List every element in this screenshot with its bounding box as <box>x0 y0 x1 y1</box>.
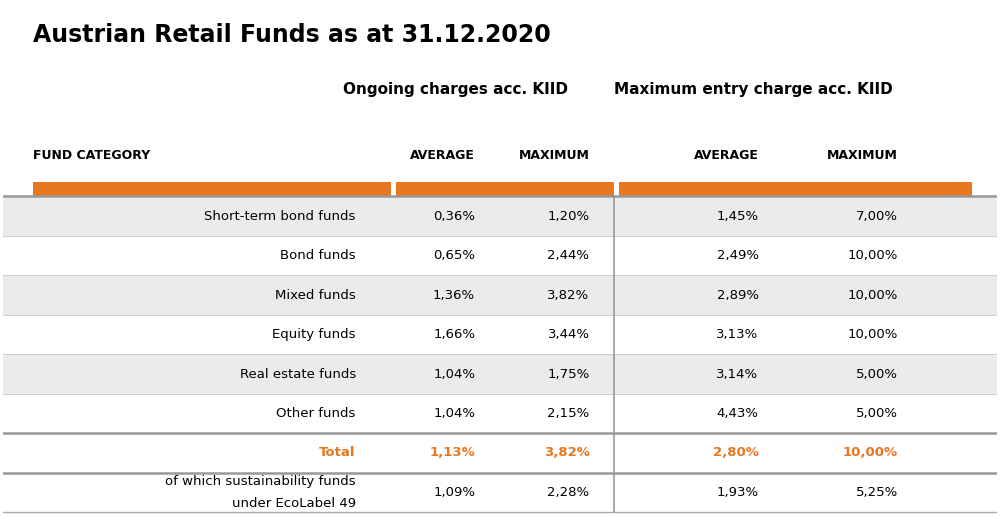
Text: MAXIMUM: MAXIMUM <box>519 149 590 162</box>
Text: 1,66%: 1,66% <box>433 328 475 341</box>
Text: Total: Total <box>319 447 356 459</box>
Bar <box>3 394 997 433</box>
Text: 5,25%: 5,25% <box>856 486 898 499</box>
Text: 1,75%: 1,75% <box>547 368 590 381</box>
Text: Equity funds: Equity funds <box>272 328 356 341</box>
Text: 2,49%: 2,49% <box>717 249 759 262</box>
Text: 10,00%: 10,00% <box>847 289 898 301</box>
Bar <box>33 182 391 196</box>
Text: 1,04%: 1,04% <box>433 407 475 420</box>
Text: 1,20%: 1,20% <box>547 210 590 223</box>
Text: 4,43%: 4,43% <box>717 407 759 420</box>
Text: Real estate funds: Real estate funds <box>240 368 356 381</box>
Text: of which sustainability funds: of which sustainability funds <box>165 474 356 487</box>
Text: 5,00%: 5,00% <box>856 407 898 420</box>
Text: 5,00%: 5,00% <box>856 368 898 381</box>
Text: Other funds: Other funds <box>276 407 356 420</box>
Bar <box>3 354 997 394</box>
Bar <box>3 196 997 236</box>
Text: FUND CATEGORY: FUND CATEGORY <box>33 149 150 162</box>
Text: 0,65%: 0,65% <box>433 249 475 262</box>
Text: 1,09%: 1,09% <box>433 486 475 499</box>
Text: 1,04%: 1,04% <box>433 368 475 381</box>
Bar <box>619 182 972 196</box>
Text: 0,36%: 0,36% <box>433 210 475 223</box>
Bar <box>3 276 997 315</box>
Bar <box>396 182 614 196</box>
Text: MAXIMUM: MAXIMUM <box>827 149 898 162</box>
Text: under EcoLabel 49: under EcoLabel 49 <box>232 497 356 510</box>
Text: 10,00%: 10,00% <box>843 447 898 459</box>
Text: AVERAGE: AVERAGE <box>694 149 759 162</box>
Text: 10,00%: 10,00% <box>847 328 898 341</box>
Bar <box>3 236 997 276</box>
Bar <box>3 315 997 354</box>
Text: 3,14%: 3,14% <box>716 368 759 381</box>
Text: 2,80%: 2,80% <box>713 447 759 459</box>
Text: Maximum entry charge acc. KIID: Maximum entry charge acc. KIID <box>614 82 893 97</box>
Text: 3,82%: 3,82% <box>547 289 590 301</box>
Text: 10,00%: 10,00% <box>847 249 898 262</box>
Text: Ongoing charges acc. KIID: Ongoing charges acc. KIID <box>343 82 568 97</box>
Text: 3,82%: 3,82% <box>544 447 590 459</box>
Text: 2,28%: 2,28% <box>547 486 590 499</box>
Text: 2,89%: 2,89% <box>717 289 759 301</box>
Text: Mixed funds: Mixed funds <box>275 289 356 301</box>
Text: 2,15%: 2,15% <box>547 407 590 420</box>
Text: Short-term bond funds: Short-term bond funds <box>204 210 356 223</box>
Text: 1,93%: 1,93% <box>716 486 759 499</box>
Text: Austrian Retail Funds as at 31.12.2020: Austrian Retail Funds as at 31.12.2020 <box>33 23 550 47</box>
Text: 7,00%: 7,00% <box>856 210 898 223</box>
Text: 2,44%: 2,44% <box>548 249 590 262</box>
Text: AVERAGE: AVERAGE <box>410 149 475 162</box>
Text: 3,44%: 3,44% <box>548 328 590 341</box>
Text: 1,13%: 1,13% <box>429 447 475 459</box>
Text: 1,36%: 1,36% <box>433 289 475 301</box>
Text: 3,13%: 3,13% <box>716 328 759 341</box>
Text: Bond funds: Bond funds <box>280 249 356 262</box>
Text: 1,45%: 1,45% <box>716 210 759 223</box>
